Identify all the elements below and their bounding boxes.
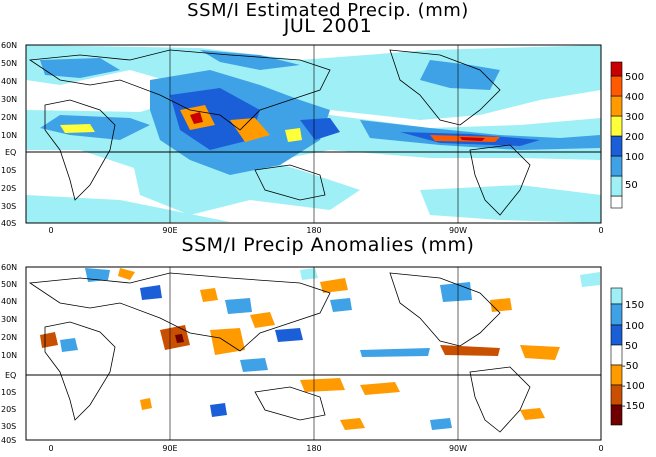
top-lat-label: 50N — [1, 59, 17, 68]
top-lat-label: 20N — [1, 113, 17, 122]
bottom-anomaly-map: 60N 50N 40N 30N 20N 10N EQ 10S 20S 30S 4… — [1, 263, 604, 453]
top-lon-label: 0 — [48, 226, 53, 235]
bottom-map-title: SSM/I Precip Anomalies (mm) — [181, 234, 475, 256]
top-precip-map: 60N 50N 40N 30N 20N 10N EQ 10S 20S 30S 4… — [1, 41, 604, 235]
top-lat-label: 40S — [1, 219, 16, 228]
bottom-lon-label: 180 — [306, 444, 321, 453]
top-lon-label: 0 — [598, 226, 603, 235]
top-colorbar-label: 300 — [625, 112, 644, 123]
top-coastlines — [28, 49, 531, 216]
top-colorbar-label: 50 — [625, 180, 638, 191]
bottom-lat-label: 60N — [1, 263, 17, 272]
top-lon-label: 180 — [306, 226, 321, 235]
top-map-subtitle: JUL 2001 — [283, 15, 373, 37]
bottom-anomaly-field — [40, 268, 600, 430]
bottom-colorbar-label: 50 — [625, 341, 638, 352]
bottom-colorbar-label: -100 — [622, 381, 645, 392]
top-lat-label: 30S — [1, 202, 16, 211]
bottom-lat-label: 10S — [1, 388, 16, 397]
top-colorbar-label: 500 — [625, 72, 644, 83]
top-lon-label: 90E — [162, 226, 177, 235]
top-lat-label: 10N — [1, 131, 17, 140]
bottom-colorbar: 150 100 50 -50 -100 -150 — [610, 287, 645, 426]
top-map-frame — [25, 44, 602, 224]
top-colorbar: 500 400 300 200 100 50 — [610, 61, 644, 209]
top-lat-label: 20S — [1, 184, 16, 193]
bottom-lat-label: 20N — [1, 333, 17, 342]
bottom-lat-label: 40S — [1, 436, 16, 445]
bottom-colorbar-label: -50 — [622, 361, 638, 372]
bottom-lat-label: 50N — [1, 280, 17, 289]
bottom-map-frame — [25, 266, 602, 441]
top-colorbar-label: 100 — [625, 152, 644, 163]
bottom-lon-label: 0 — [598, 444, 603, 453]
bottom-lat-label: 10N — [1, 351, 17, 360]
top-colorbar-label: 400 — [625, 92, 644, 103]
bottom-lon-label: 90W — [449, 444, 467, 453]
top-lat-label: 60N — [1, 41, 17, 50]
top-colorbar-label: 200 — [625, 132, 644, 143]
top-lat-label: 10S — [1, 166, 16, 175]
top-lat-label: 40N — [1, 77, 17, 86]
bottom-colorbar-label: 150 — [625, 300, 644, 311]
bottom-lat-label: 40N — [1, 297, 17, 306]
bottom-lon-label: 90E — [162, 444, 177, 453]
top-map-title: SSM/I Estimated Precip. (mm) — [187, 0, 469, 21]
bottom-colorbar-label: 100 — [625, 321, 644, 332]
bottom-colorbar-label: -150 — [622, 401, 645, 412]
bottom-coastlines — [28, 272, 531, 433]
top-lon-label: 90W — [449, 226, 467, 235]
bottom-lat-label: EQ — [5, 371, 16, 380]
bottom-lat-label: 20S — [1, 405, 16, 414]
bottom-lat-label: 30N — [1, 315, 17, 324]
top-lat-label: 30N — [1, 95, 17, 104]
bottom-lon-label: 0 — [48, 444, 53, 453]
bottom-lat-label: 30S — [1, 422, 16, 431]
top-lat-label: EQ — [5, 148, 16, 157]
